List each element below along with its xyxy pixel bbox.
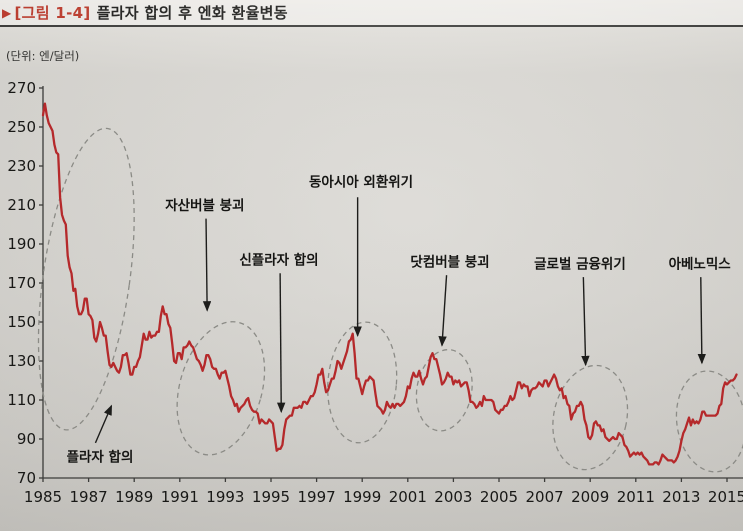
y-tick-label: 190 (7, 235, 36, 253)
annotation-label: 신플라자 합의 (239, 252, 318, 269)
red-arrow-marker: ▶ (2, 5, 12, 20)
x-tick-label: 2013 (662, 488, 700, 506)
y-tick-label: 170 (7, 274, 36, 292)
highlight-ellipse (675, 370, 743, 473)
annotation-arrow (202, 218, 212, 312)
annotation-arrow (276, 273, 286, 414)
highlight-ellipse (327, 321, 398, 444)
figure-title-bar: ▶ [그림 1-4] 플라자 합의 후 엔화 환율변동 (0, 0, 743, 27)
annotation-label: 플라자 합의 (67, 449, 134, 466)
x-tick-label: 1987 (70, 488, 108, 506)
x-tick-label: 2007 (526, 488, 564, 506)
y-tick-label: 130 (7, 352, 36, 370)
x-tick-label: 1993 (206, 488, 244, 506)
y-tick-label: 110 (7, 391, 36, 409)
x-tick-label: 2015 (708, 488, 743, 506)
highlight-ellipse (415, 348, 473, 432)
y-tick-label: 90 (17, 430, 36, 448)
y-tick-label: 150 (7, 313, 36, 331)
annotation-label: 글로벌 금융위기 (534, 256, 626, 273)
annotation-arrow (697, 277, 706, 365)
y-tick-label: 230 (7, 157, 36, 175)
y-tick-label: 250 (7, 118, 36, 136)
figure-title: 플라자 합의 후 엔화 환율변동 (96, 4, 288, 22)
annotation-label: 동아시아 외환위기 (309, 174, 413, 191)
highlight-ellipse (176, 321, 266, 456)
x-tick-label: 2005 (480, 488, 518, 506)
annotation-label: 닷컴버블 붕괴 (410, 254, 489, 271)
x-tick-label: 1999 (343, 488, 381, 506)
exchange-rate-line (41, 102, 738, 466)
y-tick-label: 270 (7, 79, 36, 97)
annotation-label: 아베노믹스 (669, 256, 732, 273)
x-tick-label: 2003 (434, 488, 472, 506)
highlight-ellipse (552, 364, 629, 471)
unit-label: (단위: 엔/달러) (6, 49, 80, 63)
x-tick-label: 1989 (115, 488, 153, 506)
x-tick-label: 2001 (389, 488, 427, 506)
x-tick-label: 2011 (617, 488, 655, 506)
annotation-label: 자산버블 붕괴 (165, 197, 244, 214)
y-tick-label: 210 (7, 196, 36, 214)
x-tick-label: 2009 (571, 488, 609, 506)
y-tick-label: 70 (17, 469, 36, 487)
highlight-ellipse (37, 127, 135, 431)
annotation-arrow (581, 277, 590, 367)
annotation-arrow (438, 275, 448, 347)
x-tick-label: 1991 (161, 488, 199, 506)
x-tick-label: 1985 (24, 488, 62, 506)
figure-number: [그림 1-4] (14, 4, 91, 22)
x-tick-label: 1995 (252, 488, 290, 506)
x-tick-label: 1997 (298, 488, 336, 506)
annotation-arrow (94, 404, 113, 444)
